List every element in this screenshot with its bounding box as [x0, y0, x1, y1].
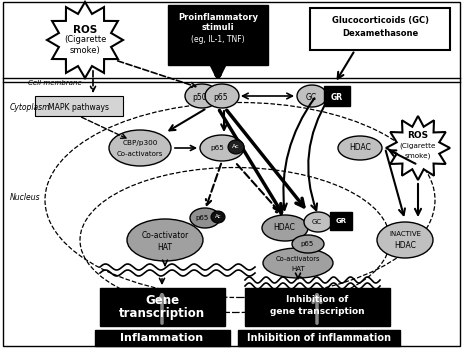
Text: smoke): smoke) — [69, 45, 100, 54]
Ellipse shape — [377, 222, 433, 258]
Ellipse shape — [263, 248, 333, 278]
Text: Inflammation: Inflammation — [120, 333, 204, 343]
Ellipse shape — [228, 140, 244, 154]
Bar — [35, 96, 123, 116]
Text: (Cigarette: (Cigarette — [400, 143, 436, 149]
Text: Co-activator: Co-activator — [141, 231, 188, 240]
Text: INACTIVE: INACTIVE — [389, 231, 421, 237]
Text: HAT: HAT — [291, 266, 305, 272]
Text: transcription: transcription — [119, 307, 205, 320]
Bar — [100, 288, 225, 326]
Text: p50: p50 — [193, 92, 207, 102]
Text: gene transcription: gene transcription — [269, 307, 364, 317]
Text: Dexamethasone: Dexamethasone — [342, 29, 418, 37]
Ellipse shape — [205, 84, 239, 108]
Text: Ac: Ac — [215, 215, 221, 220]
Text: (Cigarette: (Cigarette — [64, 36, 106, 45]
Text: Cell membrane: Cell membrane — [28, 80, 82, 86]
Text: Proinflammatory: Proinflammatory — [178, 13, 258, 22]
Text: Co-activators: Co-activators — [276, 256, 320, 262]
Text: HDAC: HDAC — [394, 240, 416, 250]
Text: (eg, IL-1, TNF): (eg, IL-1, TNF) — [191, 36, 245, 45]
Text: smoke): smoke) — [405, 153, 431, 159]
Text: Gene: Gene — [145, 294, 179, 306]
Text: GC: GC — [312, 219, 322, 225]
Text: Inhibition of inflammation: Inhibition of inflammation — [247, 333, 391, 343]
Ellipse shape — [338, 136, 382, 160]
Text: p65: p65 — [195, 215, 209, 221]
Text: p65: p65 — [300, 241, 313, 247]
Ellipse shape — [304, 212, 332, 232]
Ellipse shape — [185, 84, 219, 108]
Text: GR: GR — [331, 92, 343, 102]
Text: MAPK pathways: MAPK pathways — [49, 103, 110, 111]
Bar — [95, 330, 230, 346]
Text: GC: GC — [306, 92, 317, 102]
Text: Cytoplasm: Cytoplasm — [10, 104, 50, 112]
Text: ROS: ROS — [407, 132, 429, 141]
Text: p65: p65 — [214, 92, 228, 102]
Ellipse shape — [200, 135, 244, 161]
Bar — [324, 86, 350, 106]
Bar — [168, 5, 268, 65]
Text: Glucocorticoids (GC): Glucocorticoids (GC) — [332, 15, 428, 24]
Ellipse shape — [262, 215, 308, 241]
Text: HDAC: HDAC — [349, 143, 371, 153]
Text: GR: GR — [335, 218, 347, 224]
Ellipse shape — [190, 208, 220, 228]
Text: Inhibition of: Inhibition of — [286, 295, 348, 304]
Polygon shape — [47, 2, 123, 78]
Ellipse shape — [211, 211, 225, 223]
Text: Nucleus: Nucleus — [10, 193, 41, 202]
Text: ROS: ROS — [73, 25, 97, 35]
Ellipse shape — [292, 235, 324, 253]
Ellipse shape — [127, 219, 203, 261]
Text: Ac: Ac — [232, 144, 240, 149]
Ellipse shape — [297, 85, 327, 107]
Ellipse shape — [109, 130, 171, 166]
Text: p65: p65 — [210, 145, 224, 151]
Polygon shape — [386, 116, 450, 180]
Text: Co-activators: Co-activators — [117, 151, 163, 157]
Bar — [310, 8, 450, 50]
Bar — [245, 288, 390, 326]
Bar — [330, 212, 352, 230]
Text: CBP/p300: CBP/p300 — [122, 140, 158, 146]
Text: HAT: HAT — [157, 243, 173, 252]
Text: HDAC: HDAC — [273, 223, 295, 232]
Text: stimuli: stimuli — [202, 23, 234, 32]
Bar — [238, 330, 400, 346]
